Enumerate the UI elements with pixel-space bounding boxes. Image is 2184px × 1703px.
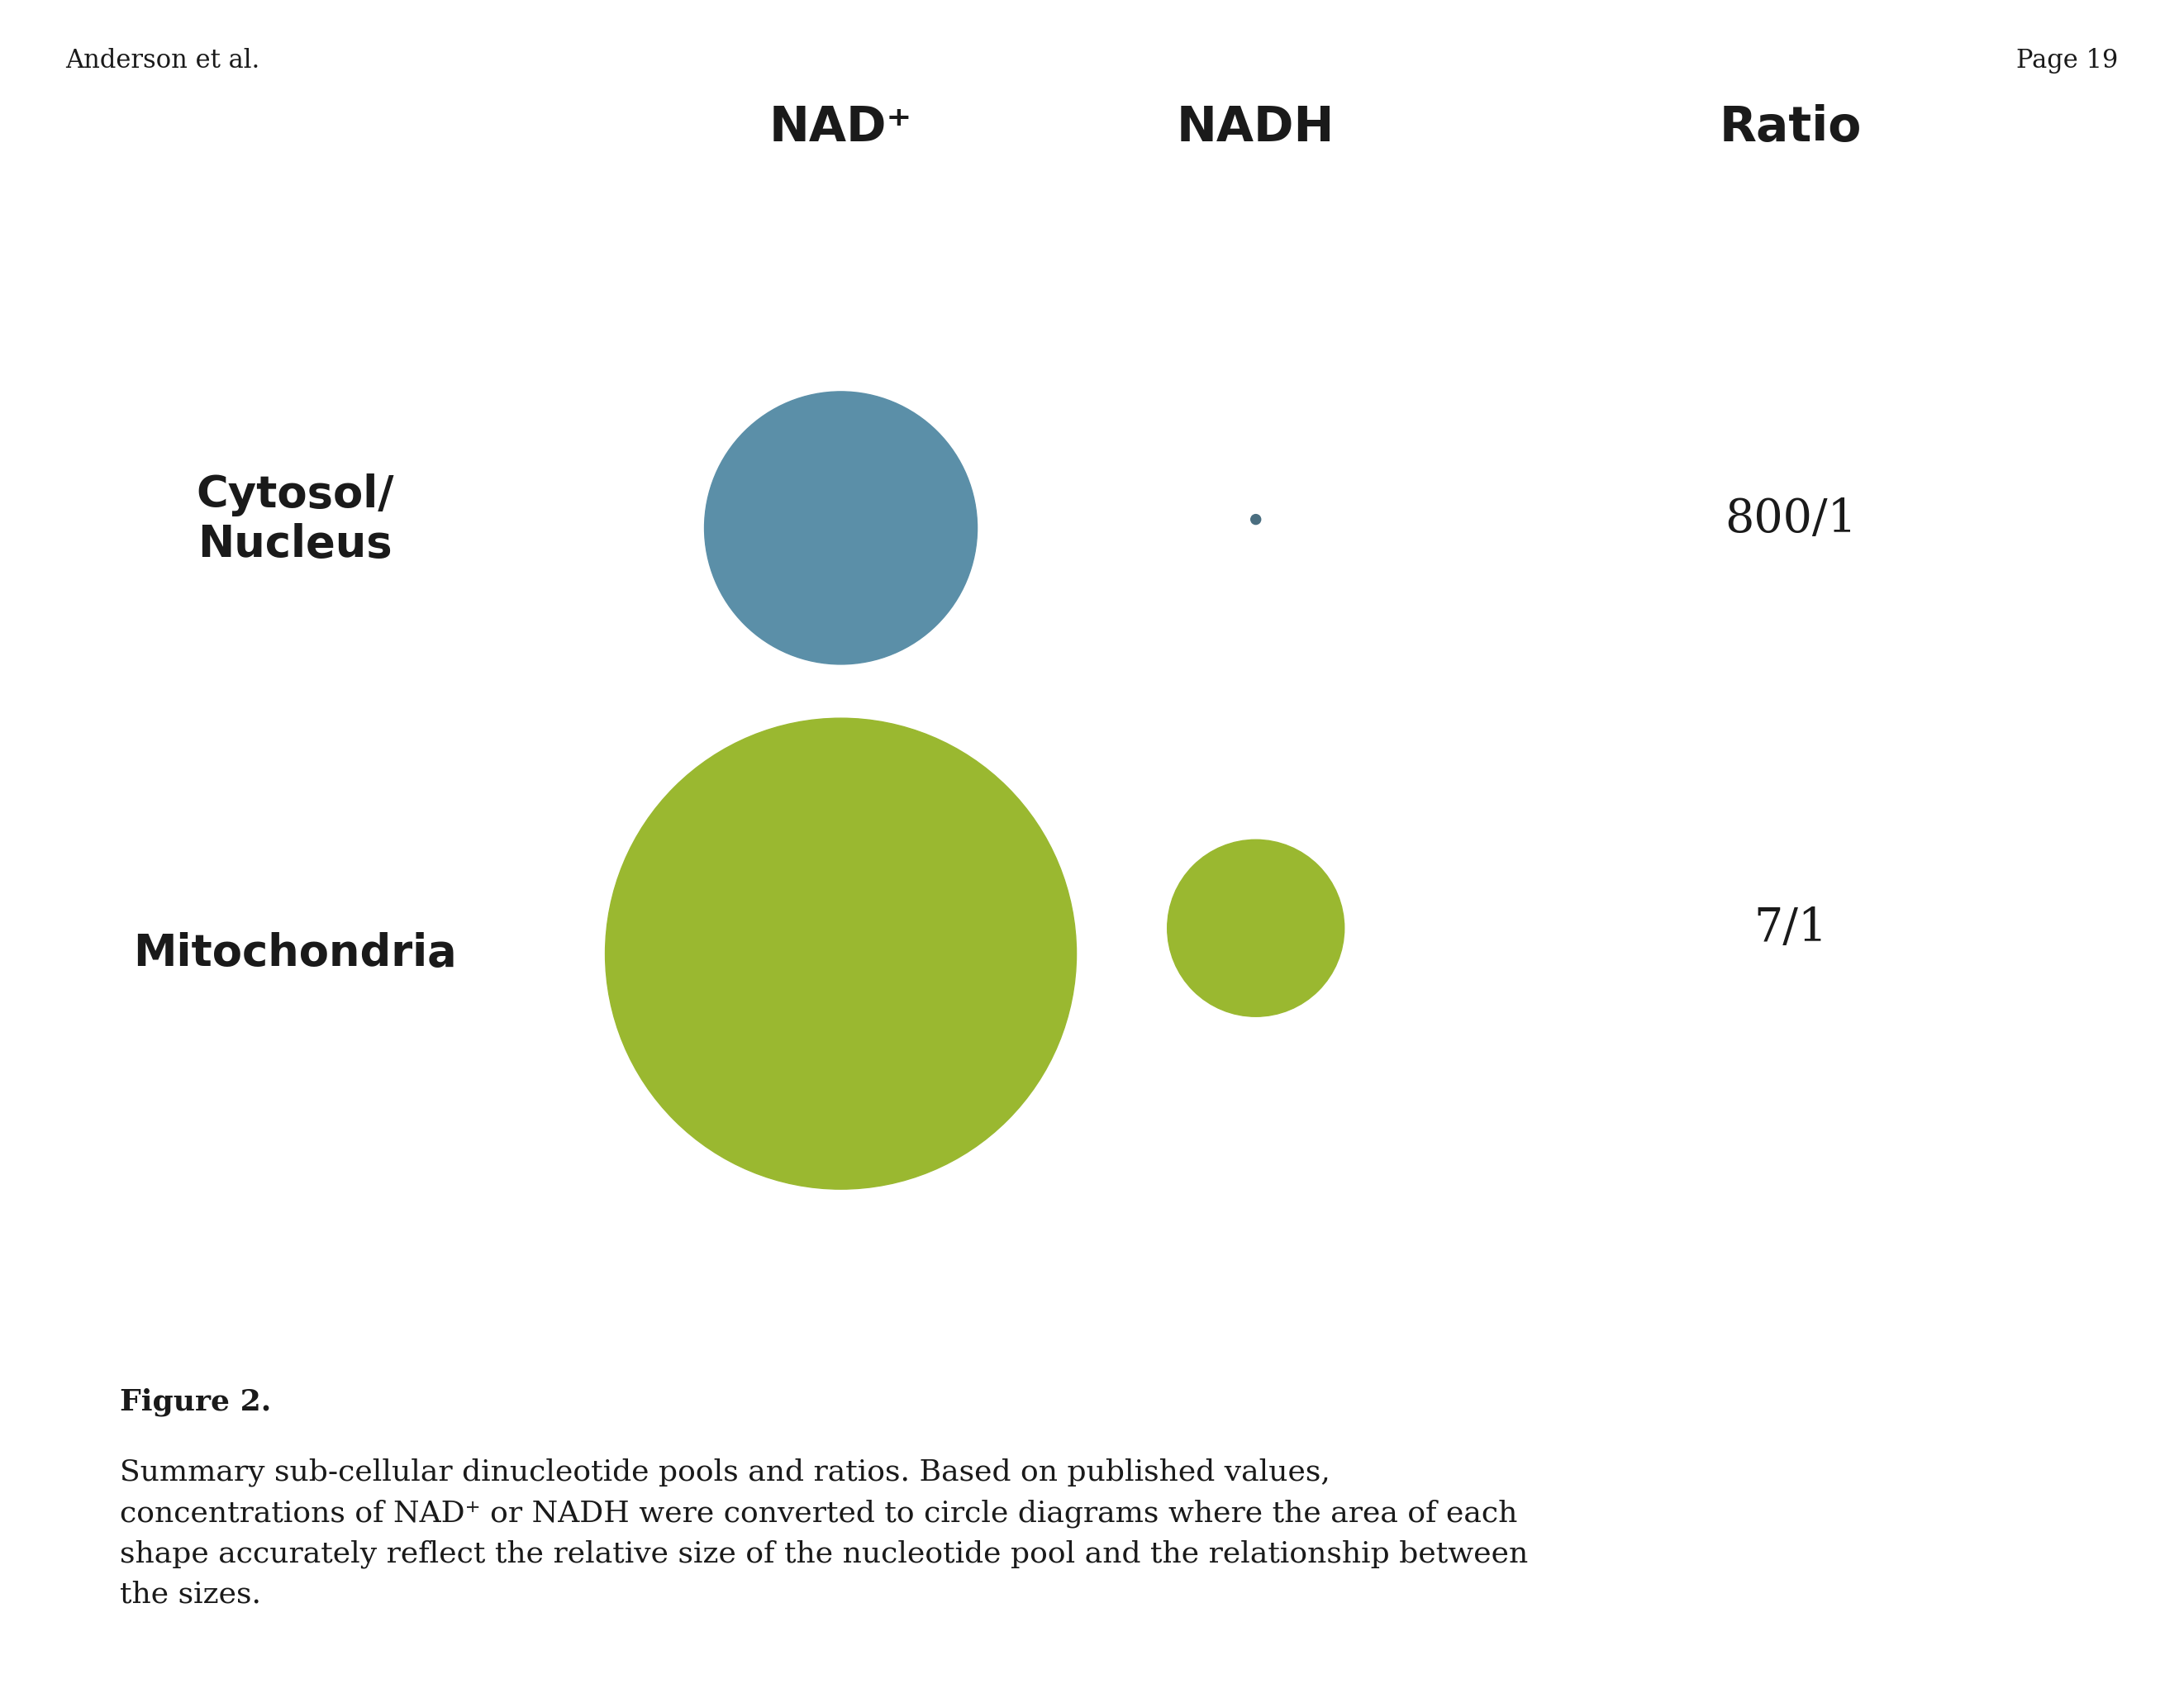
- Text: Mitochondria: Mitochondria: [133, 932, 456, 976]
- Text: Anderson et al.: Anderson et al.: [66, 48, 260, 73]
- Text: NAD⁺: NAD⁺: [769, 104, 913, 152]
- Circle shape: [605, 719, 1077, 1189]
- Text: Ratio: Ratio: [1719, 104, 1863, 152]
- Text: 7/1: 7/1: [1754, 906, 1828, 950]
- Text: Figure 2.: Figure 2.: [120, 1388, 271, 1417]
- Text: Cytosol/
Nucleus: Cytosol/ Nucleus: [197, 473, 393, 565]
- Circle shape: [705, 392, 976, 664]
- Text: NADH: NADH: [1177, 104, 1334, 152]
- Text: Page 19: Page 19: [2016, 48, 2118, 73]
- Circle shape: [1251, 514, 1260, 525]
- Circle shape: [1168, 840, 1343, 1017]
- Text: 800/1: 800/1: [1725, 497, 1856, 542]
- Text: Summary sub-cellular dinucleotide pools and ratios. Based on published values,
c: Summary sub-cellular dinucleotide pools …: [120, 1458, 1529, 1609]
